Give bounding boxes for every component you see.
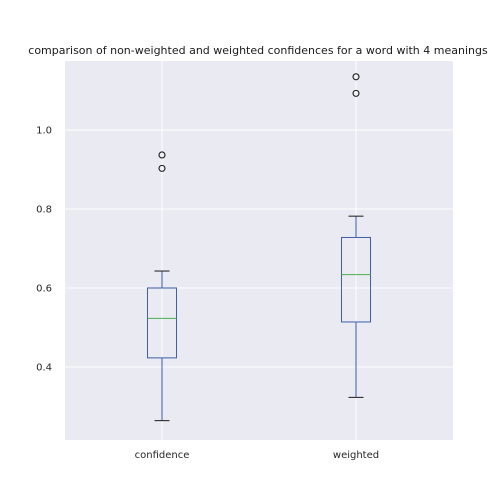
y-tick-label: 1.0: [36, 126, 52, 137]
plot-area: [65, 61, 453, 440]
outlier-point: [352, 73, 360, 81]
outlier-point: [352, 89, 360, 97]
x-tick-label: confidence: [135, 450, 190, 461]
axis-tick-labels: 0.4 0.6 0.8 1.0 confidence weighted: [36, 126, 379, 461]
y-tick-label: 0.4: [36, 362, 52, 373]
outlier-point: [158, 151, 166, 159]
iqr-box: [147, 287, 177, 359]
box-series: [147, 73, 371, 422]
grid-lines: [65, 61, 453, 440]
x-tick-label: weighted: [333, 450, 379, 461]
outlier-point: [158, 164, 166, 172]
y-tick-label: 0.8: [36, 205, 52, 216]
box-weighted: [341, 73, 371, 398]
iqr-box: [341, 236, 371, 323]
y-tick-label: 0.6: [36, 284, 52, 295]
chart-title: comparison of non-weighted and weighted …: [28, 44, 488, 57]
box-confidence: [147, 151, 177, 422]
